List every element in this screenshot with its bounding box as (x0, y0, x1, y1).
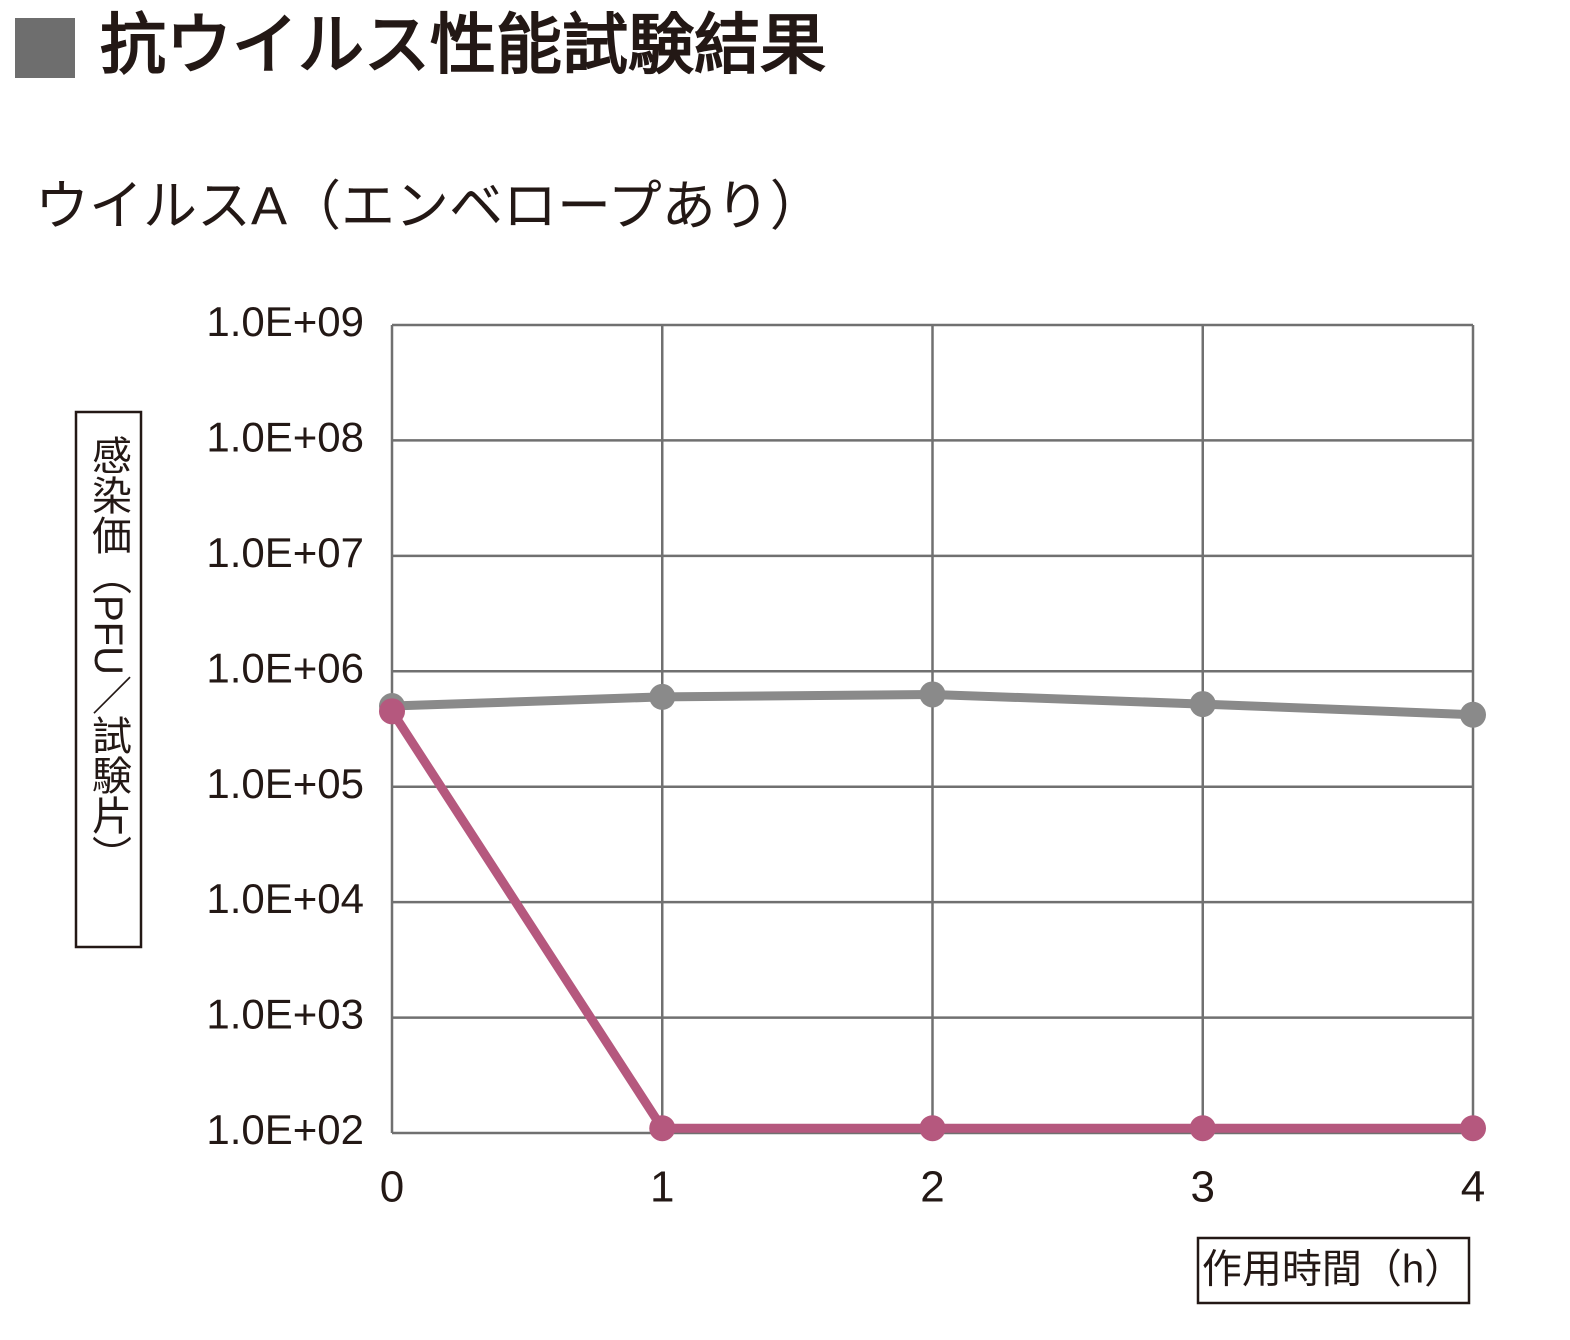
x-tick-label: 2 (920, 1163, 944, 1212)
y-tick-label: 1.0E+02 (206, 1106, 364, 1153)
y-tick-label: 1.0E+05 (206, 760, 364, 807)
x-axis-label: 作用時間（h） (1202, 1248, 1464, 1292)
y-tick-label: 1.0E+04 (206, 875, 364, 922)
data-point (919, 681, 946, 708)
y-axis-label: 感染価（PFU／試験片） (86, 435, 132, 875)
x-tick-label: 3 (1191, 1163, 1215, 1212)
y-tick-label: 1.0E+06 (206, 644, 364, 691)
data-point (649, 683, 676, 710)
x-tick-label: 1 (650, 1163, 674, 1212)
y-label-box (74, 410, 143, 949)
data-point (649, 1115, 676, 1142)
x-label-box (1196, 1236, 1471, 1305)
y-tick-label: 1.0E+07 (206, 529, 364, 576)
data-point (919, 1115, 946, 1142)
x-tick-label: 0 (380, 1163, 404, 1212)
chart-subtitle: ウイルスA（エンベロープあり） (35, 176, 824, 236)
x-tick-label: 4 (1461, 1163, 1485, 1212)
data-point (1189, 1115, 1216, 1142)
y-tick-label: 1.0E+03 (206, 991, 364, 1038)
chart-title: 抗ウイルス性能試験結果 (100, 7, 826, 81)
y-tick-label: 1.0E+09 (206, 298, 364, 345)
data-point (1189, 691, 1216, 718)
data-point (1460, 701, 1486, 728)
data-point (379, 698, 405, 725)
y-tick-label: 1.0E+08 (206, 414, 364, 461)
title-marker (15, 18, 75, 78)
data-point (1460, 1115, 1486, 1142)
